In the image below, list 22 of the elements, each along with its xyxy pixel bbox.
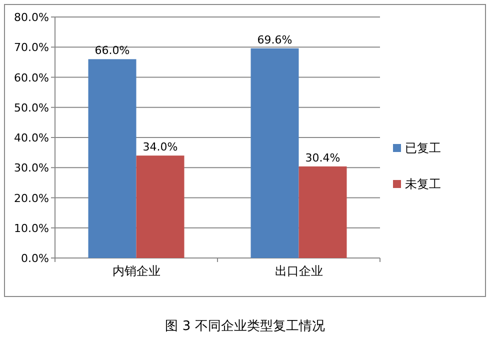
text: 图 3 不同企业类型复工情况 bbox=[165, 319, 325, 334]
legend-label: 未复工 bbox=[405, 177, 441, 191]
x-tick-label: 出口企业 bbox=[274, 264, 323, 278]
y-tick-label: 60.0% bbox=[14, 71, 49, 84]
bar bbox=[250, 48, 299, 258]
y-tick-label: 80.0% bbox=[14, 11, 49, 24]
data-label: 34.0% bbox=[142, 140, 178, 154]
bar bbox=[88, 59, 136, 258]
legend-label: 已复工 bbox=[405, 141, 441, 155]
y-tick-label: 50.0% bbox=[14, 101, 49, 114]
data-label: 69.6% bbox=[257, 33, 292, 46]
y-tick-label: 0.0% bbox=[21, 252, 49, 265]
x-tick-label: 内销企业 bbox=[112, 264, 160, 278]
y-tick-label: 70.0% bbox=[14, 41, 49, 54]
y-tick-label: 20.0% bbox=[14, 192, 49, 205]
y-tick-label: 40.0% bbox=[14, 132, 49, 144]
data-label: 66.0% bbox=[94, 44, 130, 58]
data-label: 30.4% bbox=[305, 151, 340, 164]
y-tick-label: 30.0% bbox=[14, 162, 49, 175]
bar bbox=[136, 156, 184, 258]
bar bbox=[298, 166, 347, 258]
y-tick-label: 10.0% bbox=[14, 222, 49, 235]
